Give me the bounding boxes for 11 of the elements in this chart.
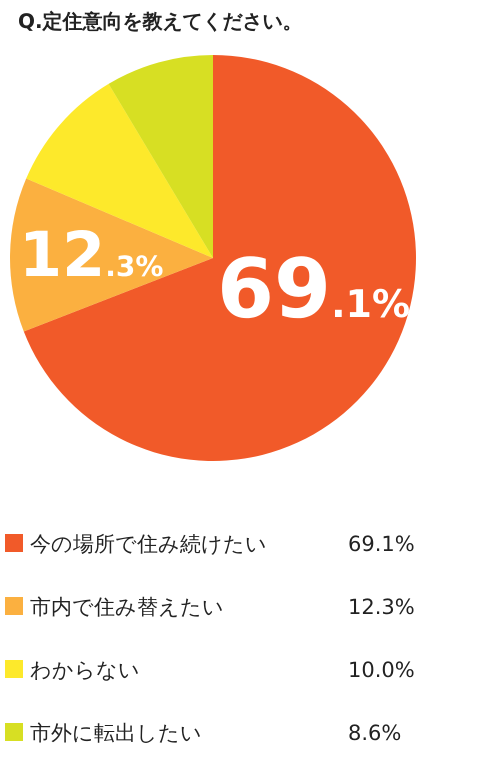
legend-label: 市内で住み替えたい [30, 595, 224, 619]
data-label: 12.3% [18, 218, 164, 292]
text: 69.1% [216, 242, 410, 337]
legend-label: 市外に転出したい [30, 721, 202, 745]
data-label: 69.1% [348, 532, 415, 556]
chart-title: Q.定住意向を教えてください。 [18, 9, 303, 33]
legend-label: 今の場所で住み続けたい [30, 532, 267, 556]
text: 12.3% [348, 595, 415, 619]
legend-label: わからない [30, 658, 140, 682]
data-label: 8.6% [348, 721, 402, 745]
data-label: 10.0% [348, 658, 415, 682]
